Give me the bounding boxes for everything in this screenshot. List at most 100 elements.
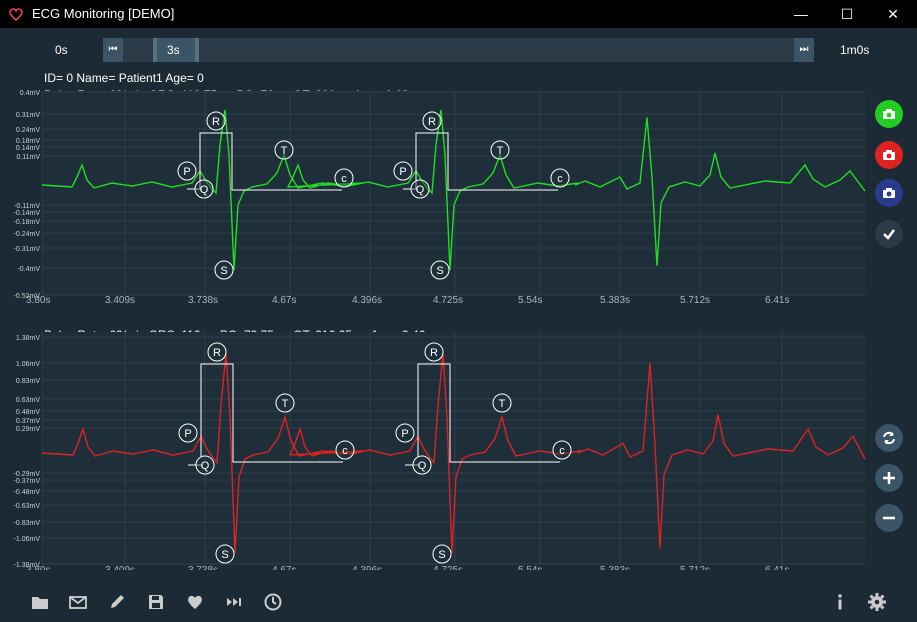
wave-point-label: S xyxy=(436,265,443,277)
y-tick-label: -0.11mV xyxy=(14,203,40,210)
x-tick-label: 3.409s xyxy=(105,565,135,570)
x-tick-label: 6.41s xyxy=(765,565,789,570)
wave-point-label: T xyxy=(497,145,504,157)
zoom-out-button[interactable] xyxy=(875,504,903,532)
refresh-icon xyxy=(883,431,895,445)
wave-point-label: R xyxy=(213,347,221,359)
confirm-button[interactable] xyxy=(875,220,903,248)
wave-point-label: Q xyxy=(418,460,427,472)
wave-point-marker xyxy=(412,455,432,475)
qrs-bracket xyxy=(199,132,342,191)
wave-point-marker xyxy=(552,440,572,460)
wave-point-marker xyxy=(395,423,415,443)
wave-point-marker xyxy=(550,168,570,188)
wave-point-marker xyxy=(410,179,430,199)
y-tick-label: -0.14mV xyxy=(14,210,41,217)
skip-back-button[interactable]: ⏮ xyxy=(103,38,123,62)
pencil-icon[interactable] xyxy=(107,592,127,612)
wave-point-marker xyxy=(334,168,354,188)
save-icon[interactable] xyxy=(146,592,166,612)
timeline-bar: 0s ⏮ 3s ⏭ 1m0s xyxy=(0,34,917,66)
wave-point-marker xyxy=(194,179,214,199)
mail-icon[interactable] xyxy=(68,592,88,612)
qrs-bracket xyxy=(415,132,558,191)
wave-point-label: S xyxy=(438,549,445,561)
thumb-left-edge[interactable] xyxy=(153,38,157,62)
y-tick-label: -0.37mV xyxy=(14,478,41,485)
wave-point-marker xyxy=(490,140,510,160)
wave-point-label: P xyxy=(401,428,408,440)
camera-red-button[interactable] xyxy=(875,141,903,169)
minus-icon xyxy=(883,516,895,520)
refresh-button[interactable] xyxy=(875,424,903,452)
x-tick-label: 4.396s xyxy=(352,295,382,306)
plus-icon xyxy=(883,472,895,484)
settings-icon[interactable] xyxy=(867,592,887,612)
x-tick-label: 6.41s xyxy=(765,295,789,306)
y-tick-label: -0.18mV xyxy=(14,219,41,226)
ecg-waveform xyxy=(41,352,866,554)
wave-point-marker xyxy=(178,423,198,443)
wave-point-label: P xyxy=(184,428,191,440)
wave-point-label: S xyxy=(220,265,227,277)
y-tick-label: 0.4mV xyxy=(20,90,41,97)
timeline-track[interactable]: ⏮ 3s ⏭ xyxy=(103,38,814,62)
wave-point-label: T xyxy=(281,145,288,157)
x-tick-label: 4.67s xyxy=(272,565,296,570)
y-tick-label: 0.48mV xyxy=(16,409,40,416)
timeline-current-label: 3s xyxy=(167,43,180,57)
close-button[interactable]: ✕ xyxy=(887,6,899,22)
clock-icon[interactable] xyxy=(263,592,283,612)
window-title: ECG Monitoring [DEMO] xyxy=(32,6,175,21)
timeline-end-label: 1m0s xyxy=(840,43,870,57)
y-tick-label: 0.11mV xyxy=(16,154,40,161)
maximize-button[interactable]: ☐ xyxy=(840,6,854,22)
wave-point-label: c xyxy=(559,445,565,457)
info-icon[interactable] xyxy=(830,592,850,612)
y-tick-label: -1.06mV xyxy=(14,536,41,543)
bottom-toolbar xyxy=(0,582,917,622)
y-tick-label: 0.83mV xyxy=(16,378,40,385)
x-tick-label: 3.80s xyxy=(26,565,50,570)
timeline-thumb[interactable]: 3s xyxy=(153,38,199,62)
minimize-button[interactable]: — xyxy=(794,6,808,22)
x-tick-label: 3.409s xyxy=(105,295,135,306)
wave-point-marker xyxy=(492,393,512,413)
folder-icon[interactable] xyxy=(30,592,50,612)
wave-point-marker xyxy=(214,260,234,280)
x-tick-label: 4.67s xyxy=(272,295,296,306)
x-tick-label: 5.383s xyxy=(600,565,630,570)
x-tick-label: 5.54s xyxy=(518,295,542,306)
y-tick-label: 0.63mV xyxy=(16,397,40,404)
heart-icon[interactable] xyxy=(185,592,205,612)
camera-green-button[interactable] xyxy=(875,100,903,128)
x-tick-label: 4.725s xyxy=(433,565,463,570)
wave-point-marker xyxy=(206,111,226,131)
x-tick-label: 5.383s xyxy=(600,295,630,306)
fast-forward-icon[interactable] xyxy=(224,592,244,612)
y-tick-label: 0.24mV xyxy=(16,127,40,134)
skip-forward-button[interactable]: ⏭ xyxy=(794,38,814,62)
thumb-right-edge[interactable] xyxy=(195,38,199,62)
channel2-ecg-chart[interactable]: 1.38mV 1.06mV 0.83mV 0.63mV 0.48mV 0.37mV0.29… xyxy=(0,325,870,570)
y-tick-label: 0.18mV xyxy=(16,138,40,145)
patient-info: ID= 0 Name= Patient1 Age= 0 xyxy=(44,71,204,85)
x-tick-label: 3.738s xyxy=(188,565,218,570)
wave-point-marker xyxy=(207,342,227,362)
qrs-bracket xyxy=(200,363,343,463)
zoom-in-button[interactable] xyxy=(875,464,903,492)
y-tick-label: -0.52mV xyxy=(14,293,41,300)
camera-blue-button[interactable] xyxy=(875,179,903,207)
y-tick-label: -0.48mV xyxy=(14,489,41,496)
wave-point-marker xyxy=(422,111,442,131)
wave-point-label: Q xyxy=(416,184,425,196)
title-bar: ECG Monitoring [DEMO] — ☐ ✕ xyxy=(0,0,917,28)
wave-point-marker xyxy=(195,455,215,475)
ecg-waveform xyxy=(41,109,866,271)
wave-point-label: T xyxy=(282,398,289,410)
wave-point-marker xyxy=(430,260,450,280)
wave-point-label: P xyxy=(399,166,406,178)
camera-icon xyxy=(883,188,895,198)
x-tick-label: 5.54s xyxy=(518,565,542,570)
